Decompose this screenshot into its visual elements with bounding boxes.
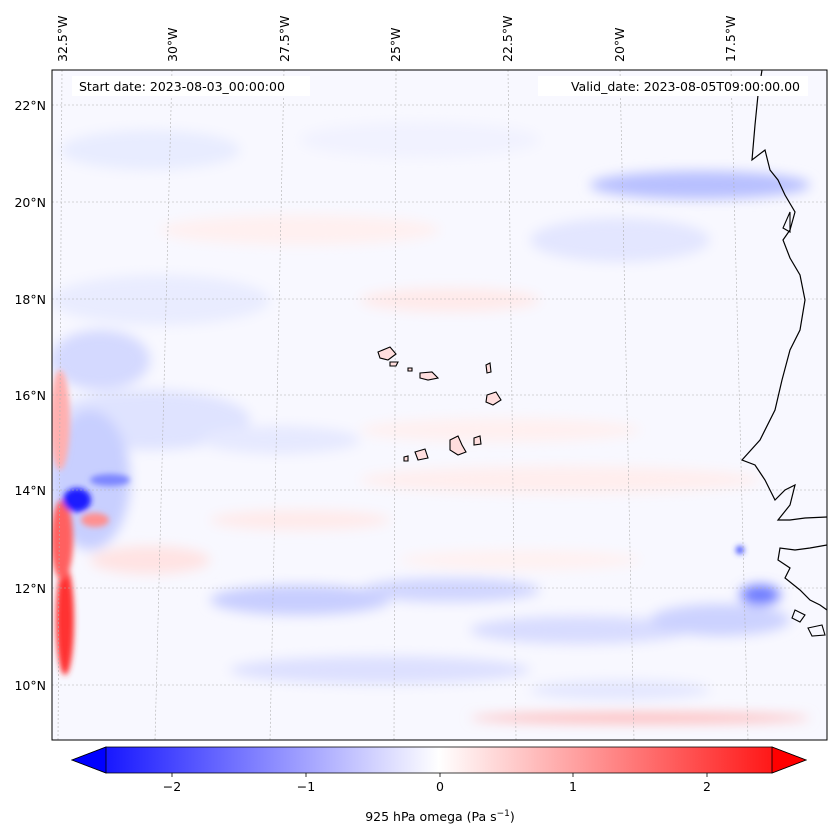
colorbar-tick: −2 — [163, 779, 181, 794]
colorbar-tick: −1 — [297, 779, 315, 794]
map-frame — [51, 69, 828, 741]
colorbar-label: 925 hPa omega (Pa s−1) — [365, 809, 515, 824]
colorbar-extend-low — [70, 746, 107, 774]
lon-label-32-5w: 32.5°W — [55, 16, 70, 62]
lat-label-12n: 12°N — [14, 581, 46, 596]
lat-label-10n: 10°N — [14, 678, 46, 693]
latitude-labels: 22°N 20°N 18°N 16°N 14°N 12°N 10°N — [14, 98, 46, 693]
colorbar-tick: 0 — [436, 779, 444, 794]
valid-date-label: Valid_date: 2023-08-05T09:00:00.00 — [571, 79, 800, 94]
lon-label-27-5w: 27.5°W — [277, 16, 292, 62]
colorbar-bar — [70, 746, 808, 774]
lon-label-17-5w: 17.5°W — [723, 16, 738, 62]
lon-label-30w: 30°W — [165, 27, 180, 62]
colorbar-tick: 2 — [703, 779, 711, 794]
colorbar-extend-high — [771, 746, 808, 774]
lat-label-14n: 14°N — [14, 483, 46, 498]
map-plot-area — [51, 69, 828, 741]
colorbar-tick: 1 — [569, 779, 577, 794]
lat-label-22n: 22°N — [14, 98, 46, 113]
coastline-africa — [740, 70, 827, 521]
start-date-label: Start date: 2023-08-03_00:00:00 — [79, 79, 285, 94]
lat-label-16n: 16°N — [14, 388, 46, 403]
lon-label-22-5w: 22.5°W — [500, 16, 515, 62]
longitude-labels: 32.5°W 30°W 27.5°W 25°W 22.5°W 20°W 17.5… — [55, 16, 738, 62]
graticule — [52, 70, 827, 740]
lon-label-25w: 25°W — [388, 27, 403, 62]
start-date-box: Start date: 2023-08-03_00:00:00 — [72, 76, 310, 96]
valid-date-box: Valid_date: 2023-08-05T09:00:00.00 — [538, 76, 808, 96]
lat-label-18n: 18°N — [14, 292, 46, 307]
lon-label-20w: 20°W — [612, 27, 627, 62]
lat-label-20n: 20°N — [14, 195, 46, 210]
omega-field — [52, 122, 810, 723]
colorbar: −2 −1 0 1 2 925 hPa omega (Pa s−1) — [70, 746, 808, 824]
cape-verde-islands — [377, 346, 502, 462]
coastline-guinea — [777, 544, 827, 611]
